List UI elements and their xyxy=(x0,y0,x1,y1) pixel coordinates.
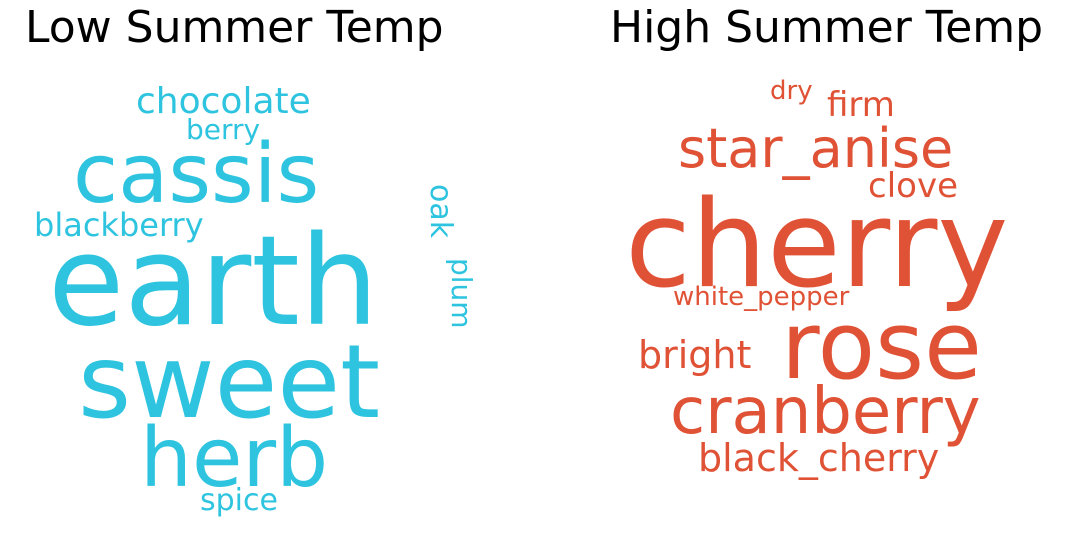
word-oak: oak xyxy=(423,184,458,239)
low-summer-temp-word-cloud: chocolate berry cassis oak blackberry ea… xyxy=(0,0,545,536)
word-clove: clove xyxy=(868,166,958,206)
word-plum: plum xyxy=(445,258,478,329)
low-summer-temp-title: Low Summer Temp xyxy=(25,2,444,53)
word-cranberry: cranberry xyxy=(670,375,981,449)
high-summer-temp-word-cloud: dry firm star_anise clove cherry white_p… xyxy=(545,0,1090,536)
word-cassis: cassis xyxy=(73,127,320,222)
word-blackberry: blackberry xyxy=(34,206,204,244)
word-herb: herb xyxy=(140,411,329,506)
word-earth: earth xyxy=(48,210,379,354)
word-chocolate: chocolate xyxy=(136,81,311,122)
word-rose: rose xyxy=(781,292,982,401)
word-bright: bright xyxy=(638,333,752,377)
word-sweet: sweet xyxy=(78,323,381,442)
word-firm: firm xyxy=(827,85,895,125)
word-white-pepper: white_pepper xyxy=(673,282,850,312)
word-cherry: cherry xyxy=(625,176,1009,315)
word-star-anise: star_anise xyxy=(678,117,954,180)
word-dry: dry xyxy=(770,76,813,106)
word-berry: berry xyxy=(186,113,261,146)
word-spice: spice xyxy=(200,483,278,518)
high-summer-temp-title: High Summer Temp xyxy=(610,2,1044,53)
word-black-cherry: black_cherry xyxy=(698,436,940,480)
